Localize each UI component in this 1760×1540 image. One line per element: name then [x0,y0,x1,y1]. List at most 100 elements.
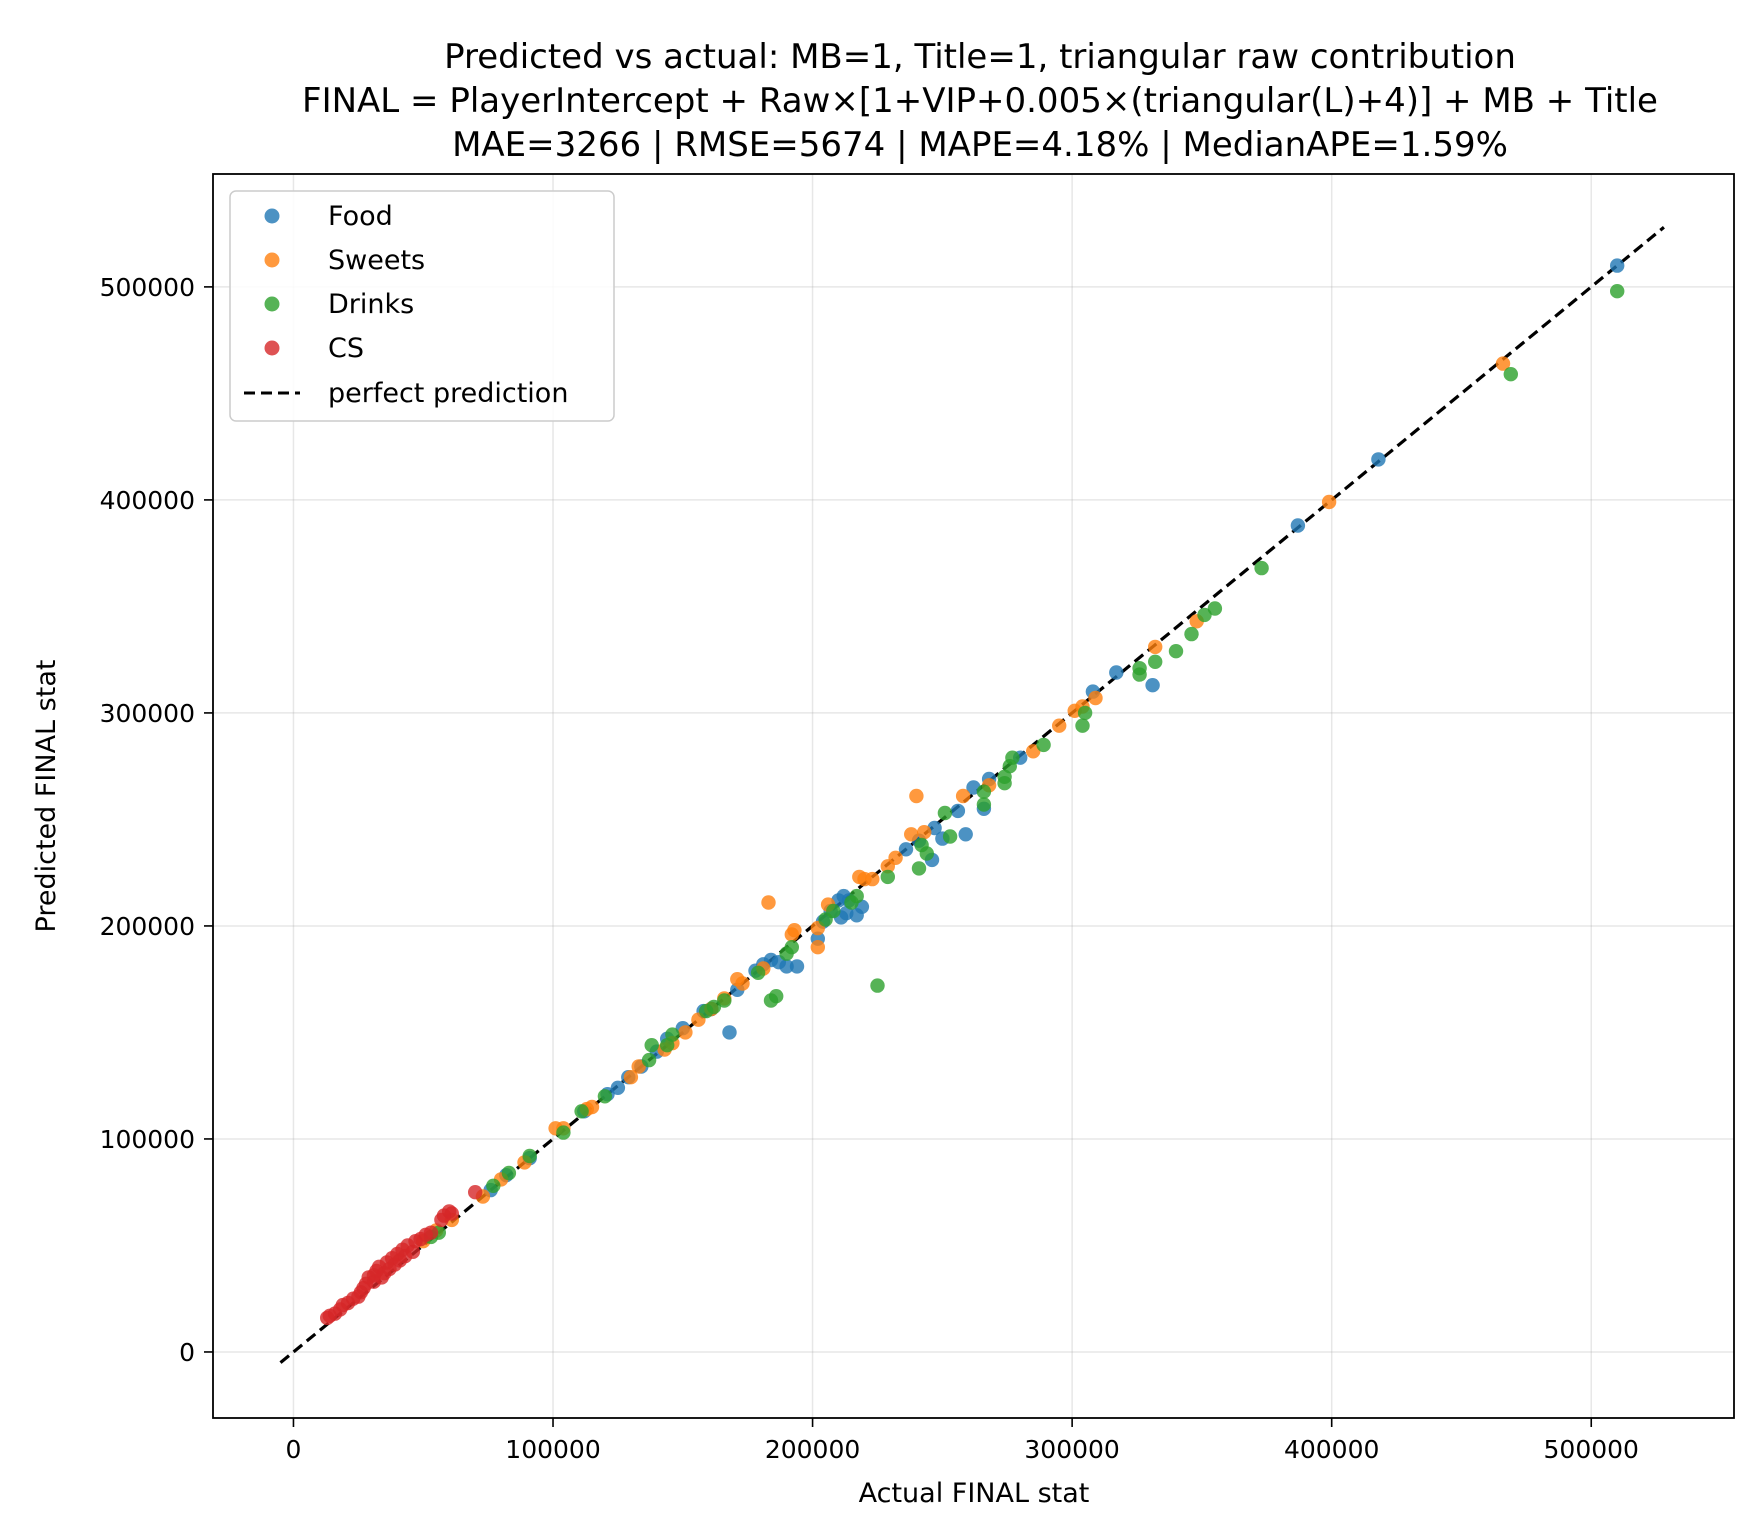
point-sweets [810,940,825,955]
y-axis-label: Predicted FINAL stat [31,660,62,933]
point-sweets [761,895,776,910]
point-food [1290,518,1306,533]
point-drinks [699,1003,714,1019]
point-drinks [976,784,992,799]
x-tick-label: 100000 [505,1435,600,1464]
y-tick-label: 300000 [100,699,195,728]
point-sweets [1088,690,1103,706]
point-drinks [1075,718,1090,733]
legend-marker-food [264,208,280,224]
x-axis-label: Actual FINAL stat [859,1478,1090,1509]
x-tick-label: 200000 [765,1435,860,1464]
x-tick-label: 0 [286,1435,302,1464]
point-sweets [1321,494,1337,510]
point-drinks [880,869,895,885]
point-sweets [909,788,924,804]
legend-box [229,190,615,422]
point-drinks [641,1052,657,1068]
point-food [1371,452,1386,467]
point-drinks [556,1125,571,1140]
point-drinks [1610,284,1625,299]
point-drinks [870,978,885,993]
point-food [1610,258,1625,273]
point-sweets [1052,718,1067,733]
point-drinks [660,1038,675,1053]
point-food [950,803,966,819]
point-drinks [844,895,859,910]
point-sweets [678,1025,693,1040]
x-axis-ticks: 0 100000 200000 300000 400000 500000 [286,1418,1639,1464]
point-drinks [937,805,953,821]
point-sweets [1495,356,1511,371]
point-drinks [717,993,732,1008]
point-food [1109,665,1124,680]
point-drinks [763,993,779,1008]
point-drinks [750,965,766,980]
x-tick-label: 500000 [1544,1435,1639,1464]
point-sweets [1026,744,1041,759]
point-sweets [955,788,971,804]
point-cs [423,1225,439,1240]
point-food [722,1025,737,1040]
point-drinks [818,912,833,927]
point-sweets [917,825,932,840]
point-cs [444,1206,459,1221]
point-sweets [623,1070,639,1085]
point-drinks [486,1178,501,1194]
chart-title-line-1: Predicted vs actual: MB=1, Title=1, tria… [444,37,1516,77]
chart-title-line-3: MAE=3266 | RMSE=5674 | MAPE=4.18% | Medi… [452,125,1508,165]
point-drinks [1132,667,1147,682]
point-food [1145,678,1160,693]
y-tick-label: 500000 [100,273,195,302]
point-drinks [1077,705,1093,721]
point-drinks [1168,644,1184,659]
point-sweets [784,927,799,942]
point-food [789,959,805,974]
legend-marker-cs [264,340,280,356]
point-drinks [1254,560,1269,576]
legend-marker-sweets [264,252,280,268]
y-tick-label: 0 [179,1338,195,1367]
point-drinks [522,1148,537,1164]
point-drinks [1207,601,1223,616]
legend-label-perfect-prediction: perfect prediction [328,378,568,409]
point-cs [468,1185,483,1200]
y-tick-label: 400000 [100,486,195,515]
y-axis-ticks: 0 100000 200000 300000 400000 500000 [100,273,213,1367]
point-sweets [852,869,867,885]
grid [213,174,1734,1418]
point-drinks [574,1104,589,1119]
point-drinks [1036,737,1051,753]
point-drinks [501,1165,517,1181]
point-sweets [880,859,895,874]
legend-label-drinks: Drinks [328,289,414,320]
point-drinks [942,829,958,844]
plot-frame [212,173,1735,1419]
point-drinks [911,861,927,876]
data-points [320,258,1625,1326]
x-tick-label: 400000 [1284,1435,1379,1464]
legend-label-cs: CS [328,333,364,364]
point-drinks [1148,654,1163,669]
point-drinks [914,837,929,853]
point-food [898,842,914,857]
point-drinks [644,1038,659,1053]
point-drinks [597,1089,613,1104]
point-sweets [730,972,745,987]
point-drinks [1197,607,1212,623]
legend-label-sweets: Sweets [328,245,425,276]
x-tick-label: 300000 [1024,1435,1119,1464]
point-drinks [779,946,794,961]
y-tick-label: 200000 [100,912,195,941]
point-sweets [631,1059,646,1074]
chart-title-line-2: FINAL = PlayerIntercept + Raw×[1+VIP+0.0… [302,81,1658,121]
y-tick-label: 100000 [100,1125,195,1154]
point-drinks [1184,626,1199,642]
legend: Food Sweets Drinks CS perfect prediction [229,190,615,422]
point-drinks [976,797,992,812]
point-drinks [997,769,1012,784]
point-sweets [1148,639,1163,655]
point-food [958,827,973,842]
legend-marker-drinks [264,296,280,312]
